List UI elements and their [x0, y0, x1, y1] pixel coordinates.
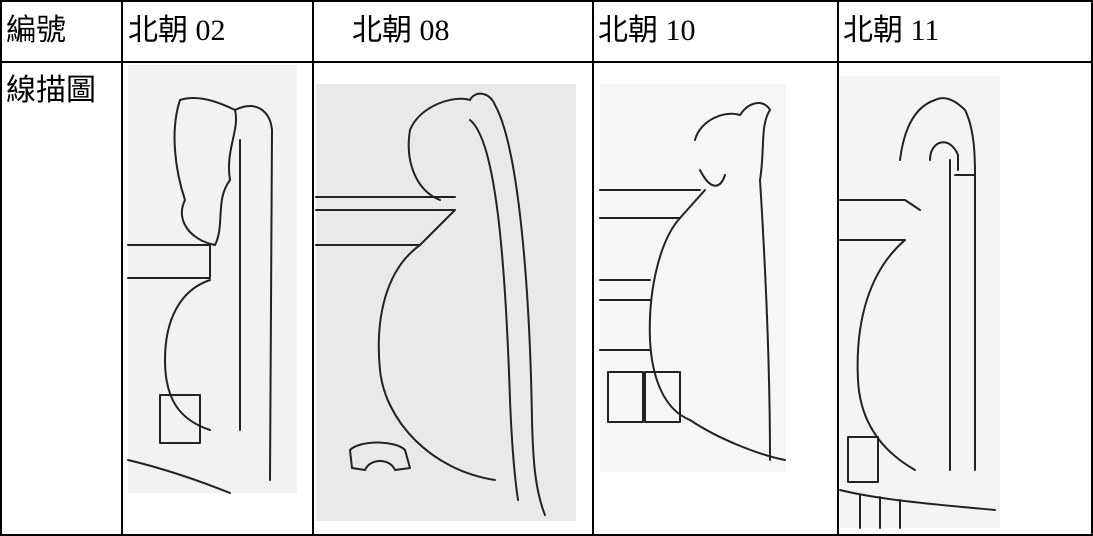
drawing-10-background [600, 84, 786, 472]
drawing-02 [127, 97, 273, 494]
drawing-08-background [316, 84, 576, 521]
header-cell: 北朝 08 [352, 14, 450, 47]
drawing-11 [839, 97, 996, 529]
drawing-08 [315, 92, 546, 516]
header-cell: 編號 [6, 14, 66, 47]
row-label: 線描圖 [6, 74, 96, 107]
drawing-10 [599, 102, 786, 461]
header-cell: 北朝 11 [843, 14, 940, 47]
header-cell: 北朝 02 [128, 14, 226, 47]
header-cell: 北朝 10 [598, 14, 696, 47]
